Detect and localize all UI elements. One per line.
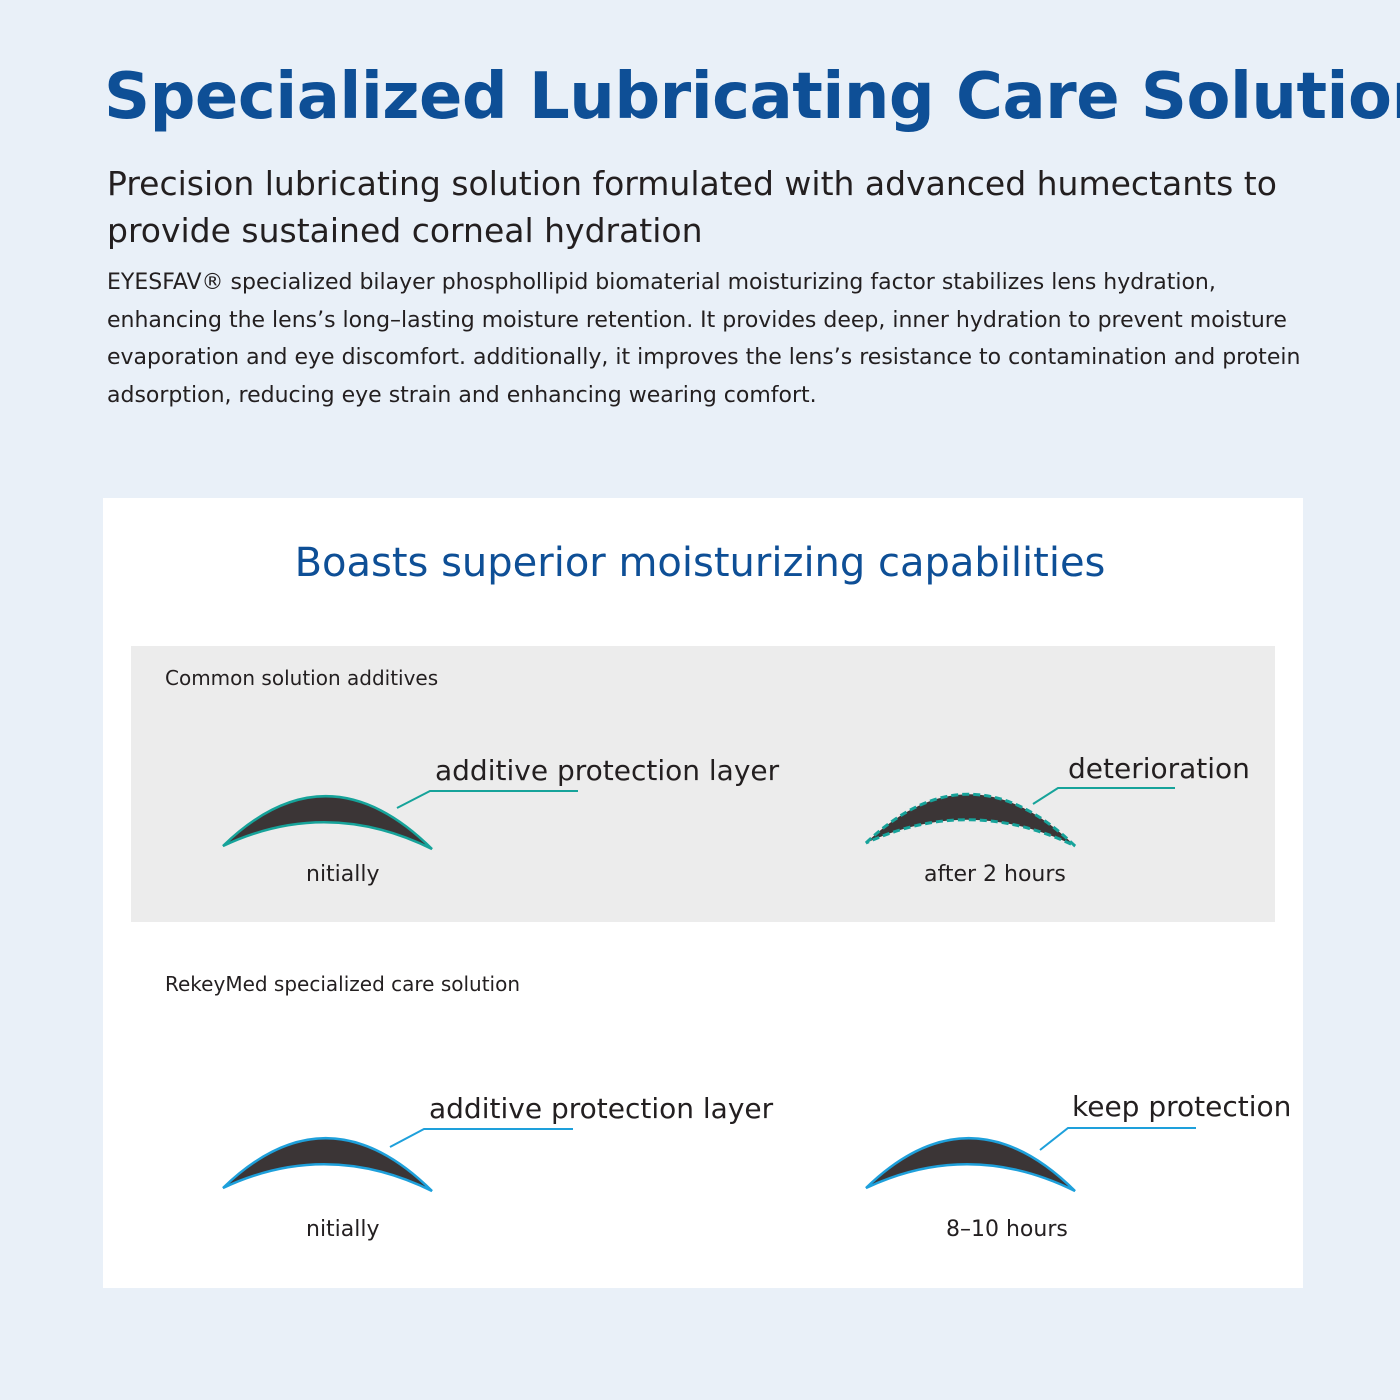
- rekeymed-left-caption: nitially: [306, 1217, 380, 1242]
- rekeymed-right-callout: keep protection: [1072, 1090, 1292, 1123]
- common-left-callout: additive protection layer: [435, 754, 780, 787]
- body-text: EYESFAV® specialized bilayer phosphollip…: [107, 270, 1301, 408]
- rekeymed-heading: RekeyMed specialized care solution: [165, 972, 521, 996]
- rekeymed-right-caption: 8–10 hours: [946, 1217, 1068, 1242]
- lens-deteriorated-icon: [864, 787, 1175, 848]
- common-right-callout: deterioration: [1068, 752, 1250, 785]
- lens-protected-icon: [865, 1127, 1196, 1193]
- page-title: Specialized Lubricating Care Solution: [104, 60, 1400, 134]
- common-right-caption: after 2 hours: [924, 862, 1066, 887]
- common-panel: [131, 646, 1275, 922]
- comparison-title: Boasts superior moisturizing capabilitie…: [294, 540, 1106, 586]
- lens-initial-common-icon: [222, 790, 578, 851]
- common-left-caption: nitially: [306, 862, 380, 887]
- subtitle: Precision lubricating solution formulate…: [107, 164, 1277, 250]
- rekeymed-left-callout: additive protection layer: [429, 1092, 774, 1125]
- common-heading: Common solution additives: [165, 666, 439, 690]
- lens-initial-rekeymed-icon: [222, 1128, 573, 1193]
